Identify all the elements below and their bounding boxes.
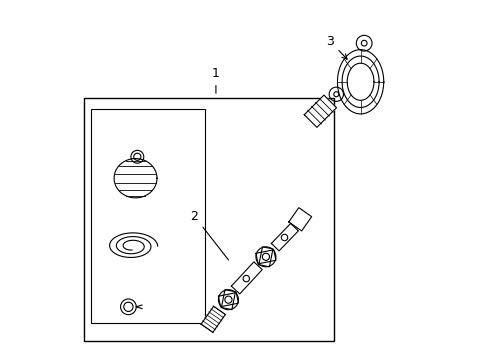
Bar [83, 98, 333, 341]
Polygon shape [114, 158, 157, 198]
Polygon shape [231, 262, 262, 294]
Polygon shape [288, 208, 311, 231]
Polygon shape [218, 293, 238, 307]
Polygon shape [201, 306, 225, 332]
Polygon shape [255, 250, 275, 264]
Polygon shape [258, 247, 272, 267]
Text: 1: 1 [212, 67, 220, 93]
Circle shape [262, 253, 269, 260]
Text: 2: 2 [190, 210, 228, 260]
Polygon shape [271, 224, 298, 251]
Polygon shape [304, 95, 336, 127]
Text: 3: 3 [325, 35, 346, 59]
Bar [91, 109, 205, 323]
Polygon shape [221, 290, 235, 310]
Circle shape [224, 296, 231, 303]
